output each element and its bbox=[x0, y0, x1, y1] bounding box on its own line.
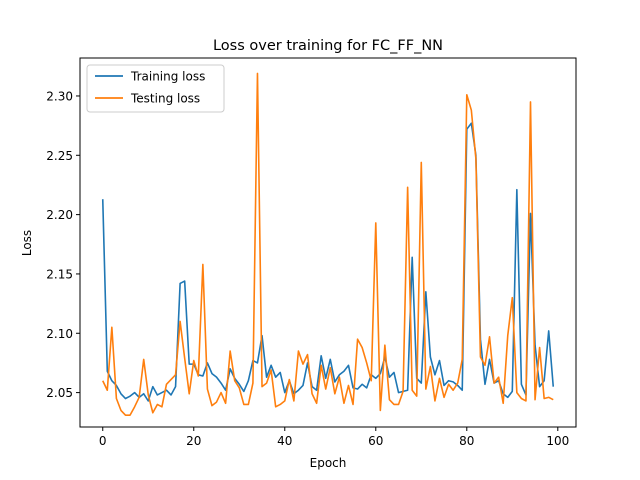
legend-label-testing: Testing loss bbox=[130, 92, 200, 106]
x-axis-ticks: 0 20 40 60 80 100 bbox=[99, 427, 569, 448]
x-tick-label: 80 bbox=[459, 434, 474, 448]
y-tick-label: 2.25 bbox=[46, 149, 73, 163]
y-axis-ticks: 2.05 2.10 2.15 2.20 2.25 2.30 bbox=[46, 89, 80, 400]
y-tick-label: 2.15 bbox=[46, 267, 73, 281]
y-tick-label: 2.05 bbox=[46, 386, 73, 400]
y-tick-label: 2.20 bbox=[46, 208, 73, 222]
x-tick-label: 40 bbox=[277, 434, 292, 448]
x-tick-label: 100 bbox=[546, 434, 569, 448]
legend-label-training: Training loss bbox=[130, 70, 205, 84]
series-lines bbox=[101, 72, 555, 416]
legend: Training loss Testing loss bbox=[86, 64, 225, 113]
x-tick-label: 0 bbox=[99, 434, 107, 448]
y-tick-label: 2.10 bbox=[46, 327, 73, 341]
x-tick-label: 60 bbox=[368, 434, 383, 448]
y-axis-label: Loss bbox=[20, 230, 34, 256]
x-axis-label: Epoch bbox=[310, 456, 347, 470]
x-tick-label: 20 bbox=[186, 434, 201, 448]
y-tick-label: 2.30 bbox=[46, 89, 73, 103]
testing-loss-line bbox=[102, 72, 554, 416]
plot-area-frame bbox=[79, 57, 577, 428]
chart-title: Loss over training for FC_FF_NN bbox=[213, 38, 443, 54]
